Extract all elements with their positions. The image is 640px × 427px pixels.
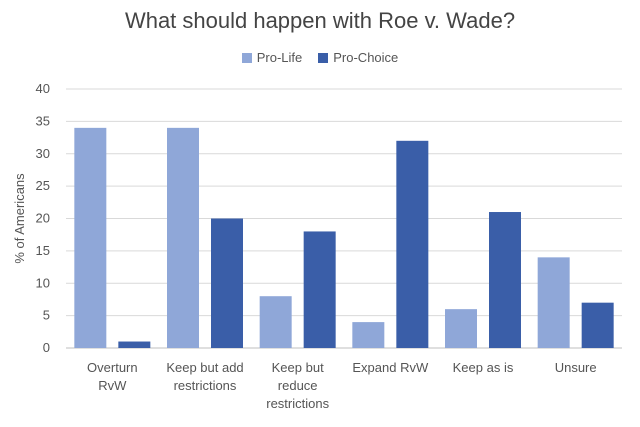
x-category-label: Expand RvW: [352, 360, 429, 375]
y-tick-label: 10: [36, 275, 50, 290]
bar-pro-choice: [489, 212, 521, 348]
y-tick-label: 15: [36, 243, 50, 258]
x-category-label: Keep as is: [453, 360, 514, 375]
bar-pro-life: [537, 257, 570, 348]
legend-item-pro-life: Pro-Life: [241, 50, 303, 65]
y-tick-label: 0: [43, 340, 50, 355]
legend-swatch-pro-choice: [318, 52, 329, 63]
y-tick-label: 40: [36, 81, 50, 96]
y-tick-label: 20: [36, 211, 50, 226]
y-tick-label: 30: [36, 146, 50, 161]
bar-pro-choice: [396, 140, 429, 348]
bar-pro-life: [74, 127, 107, 348]
x-category-label: Keep but add restrictions: [166, 360, 243, 393]
bar-pro-life: [352, 322, 385, 348]
bar-pro-choice: [303, 231, 336, 348]
bar-pro-choice: [581, 302, 614, 348]
y-tick-label: 35: [36, 113, 50, 128]
bar-pro-life: [445, 309, 477, 348]
x-category-label: Overturn RvW: [87, 360, 138, 393]
chart-title: What should happen with Roe v. Wade?: [124, 8, 516, 33]
legend-swatch-pro-life: [241, 52, 252, 63]
x-category-label: Unsure: [555, 360, 597, 375]
y-tick-label: 25: [36, 178, 50, 193]
x-category-label: Keep but reduce restrictions: [266, 360, 329, 411]
bar-pro-life: [167, 127, 199, 348]
y-tick-label: 5: [43, 308, 50, 323]
legend-label-pro-life: Pro-Life: [256, 50, 303, 65]
legend-label-pro-choice: Pro-Choice: [333, 50, 399, 65]
bar-pro-choice: [211, 218, 243, 348]
y-axis-title: % of Americans: [12, 173, 27, 264]
bar-pro-life: [259, 296, 292, 348]
bar-pro-choice: [118, 341, 151, 348]
legend: Pro-Life Pro-Choice: [0, 50, 640, 65]
legend-item-pro-choice: Pro-Choice: [318, 50, 398, 65]
